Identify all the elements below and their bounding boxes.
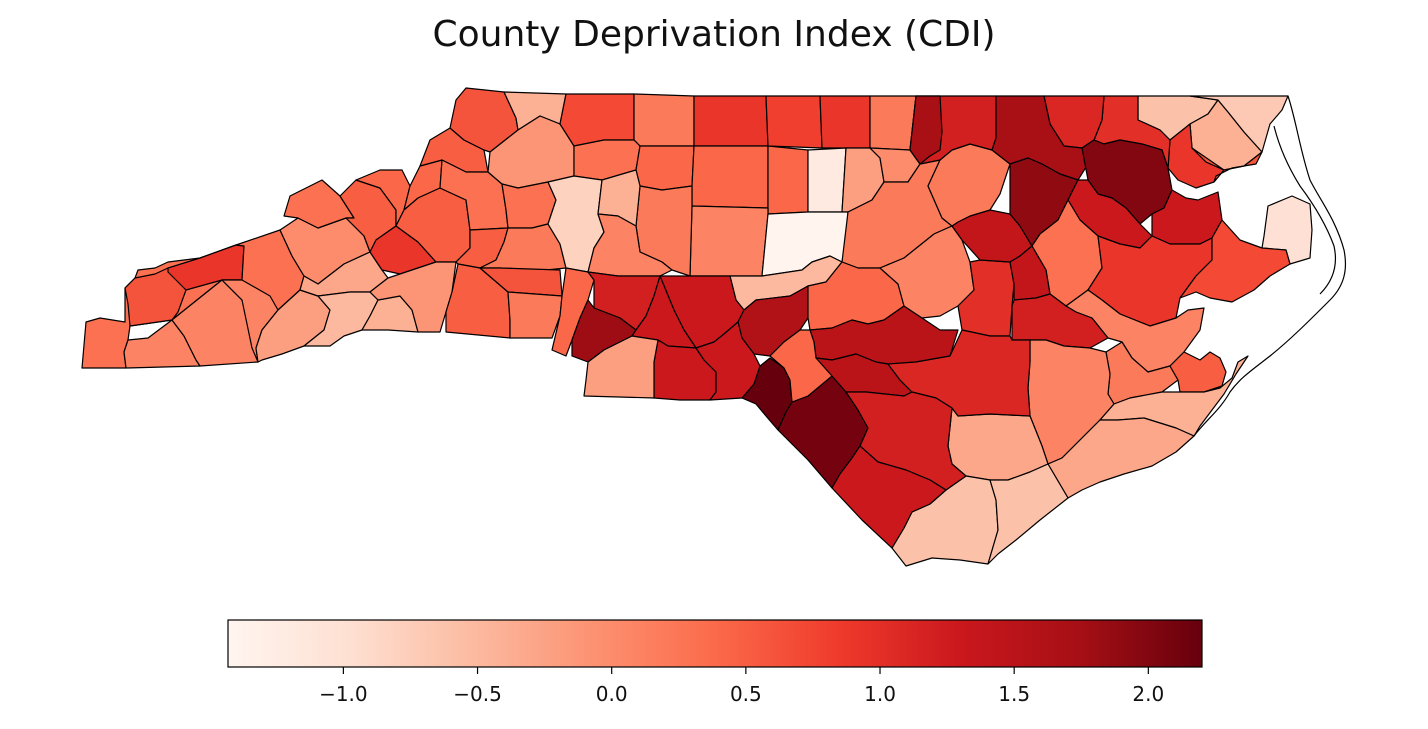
- county-c19: [369, 261, 457, 333]
- colorbar-tick-label: 1.0: [864, 682, 896, 706]
- colorbar-tick-label: 0.5: [730, 682, 762, 706]
- county-c29: [479, 267, 563, 297]
- colorbar-gradient: [227, 619, 1203, 668]
- county-c65: [909, 95, 943, 165]
- county-c77: [1261, 195, 1313, 265]
- colorbar-tick-label: 2.0: [1132, 682, 1164, 706]
- county-c94: [1047, 417, 1195, 499]
- colorbar-tick-label: −0.5: [453, 682, 502, 706]
- county-c81: [1179, 219, 1291, 303]
- county-c87: [1169, 351, 1227, 393]
- colorbar-tick-label: −1.0: [319, 682, 368, 706]
- outer-banks-coastline: [1193, 95, 1347, 437]
- colorbar-tick-label: 0.0: [596, 682, 628, 706]
- county-c97: [987, 463, 1069, 565]
- county-c70: [1191, 147, 1263, 183]
- colorbar-tick-label: 1.5: [998, 682, 1030, 706]
- colorbar-ticks: −1.0 −0.5 0.0 0.5 1.0 1.5 2.0: [319, 667, 1164, 706]
- county-c-ex5: [831, 445, 947, 549]
- county-c12: [303, 291, 379, 347]
- county-c4: [124, 267, 187, 327]
- county-c93: [583, 335, 659, 399]
- county-c92: [695, 321, 761, 401]
- county-c-ex4: [845, 391, 967, 491]
- map-title: County Deprivation Index (CDI): [432, 14, 996, 55]
